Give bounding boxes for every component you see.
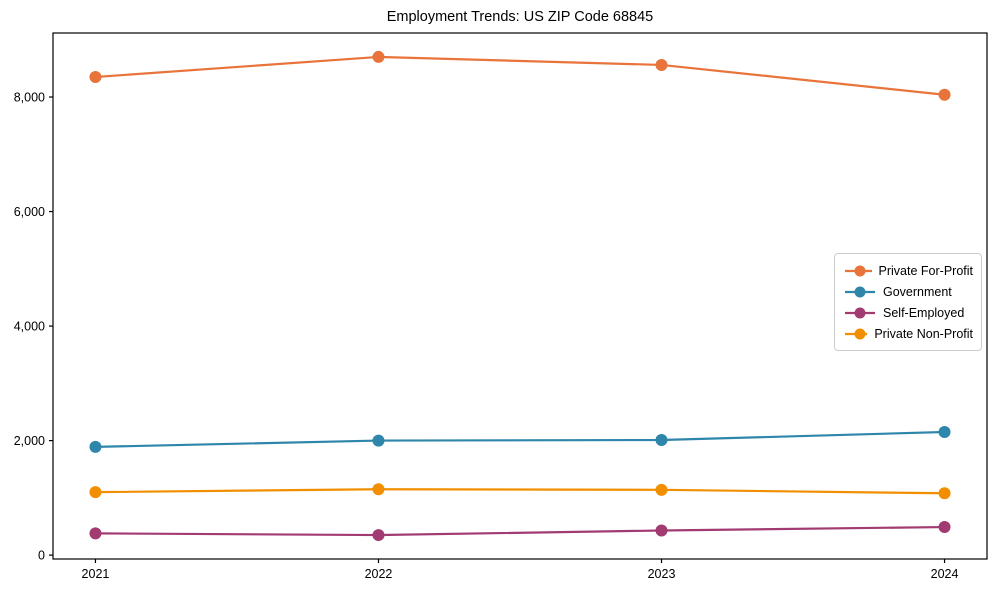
x-tick-label: 2024 [931,567,959,581]
data-point-self-employed-2024 [938,521,951,534]
data-point-private-for-profit-2022 [372,50,385,63]
data-point-government-2024 [938,425,951,438]
data-point-private-for-profit-2023 [655,58,668,71]
y-tick-label: 0 [38,549,45,563]
data-point-self-employed-2021 [89,527,102,540]
series-line-self-employed [94,525,946,537]
legend-dot [854,265,866,276]
data-point-government-2021 [89,440,102,453]
legend-label: Self-Employed [883,305,965,320]
x-tick-label: 2023 [648,567,676,581]
legend-dot [854,286,866,297]
y-tick-label: 2,000 [14,434,45,448]
data-point-private-for-profit-2024 [938,88,951,101]
legend-marker-private-for-profit [845,265,872,276]
legend-item-private-non-profit: Private Non-Profit [844,325,973,342]
data-point-self-employed-2022 [372,529,385,542]
plot-border [52,32,988,560]
y-tick-label: 4,000 [14,320,45,334]
legend: Private For-Profit Government Self-Employe… [834,253,982,351]
data-point-self-employed-2023 [655,524,668,537]
y-tick-label: 8,000 [14,91,45,105]
legend-label: Private Non-Profit [874,326,973,341]
chart-title: Employment Trends: US ZIP Code 68845 [386,9,654,25]
legend-marker-self-employed [845,307,875,318]
data-point-private-non-profit-2021 [89,486,102,499]
legend-dot [854,307,866,318]
legend-item-private-for-profit: Private For-Profit [844,262,973,279]
y-tick-label: 6,000 [14,205,45,219]
legend-marker-government [845,286,875,297]
data-point-private-non-profit-2023 [655,483,668,496]
legend-label: Government [883,284,952,299]
data-point-private-non-profit-2022 [372,483,385,496]
series-line-private-non-profit [94,488,946,495]
data-point-government-2023 [655,434,668,447]
x-tick-label: 2022 [365,567,393,581]
x-tick-label: 2021 [82,567,110,581]
legend-item-government: Government [844,283,973,300]
series-line-private-for-profit [94,55,946,96]
legend-item-self-employed: Self-Employed [844,304,973,321]
legend-marker-private-non-profit [845,328,868,339]
legend-label: Private For-Profit [878,263,973,278]
data-point-private-non-profit-2024 [938,487,951,500]
legend-dot [854,328,866,339]
series-line-government [94,430,946,448]
data-point-private-for-profit-2021 [89,70,102,83]
data-point-government-2022 [372,434,385,447]
